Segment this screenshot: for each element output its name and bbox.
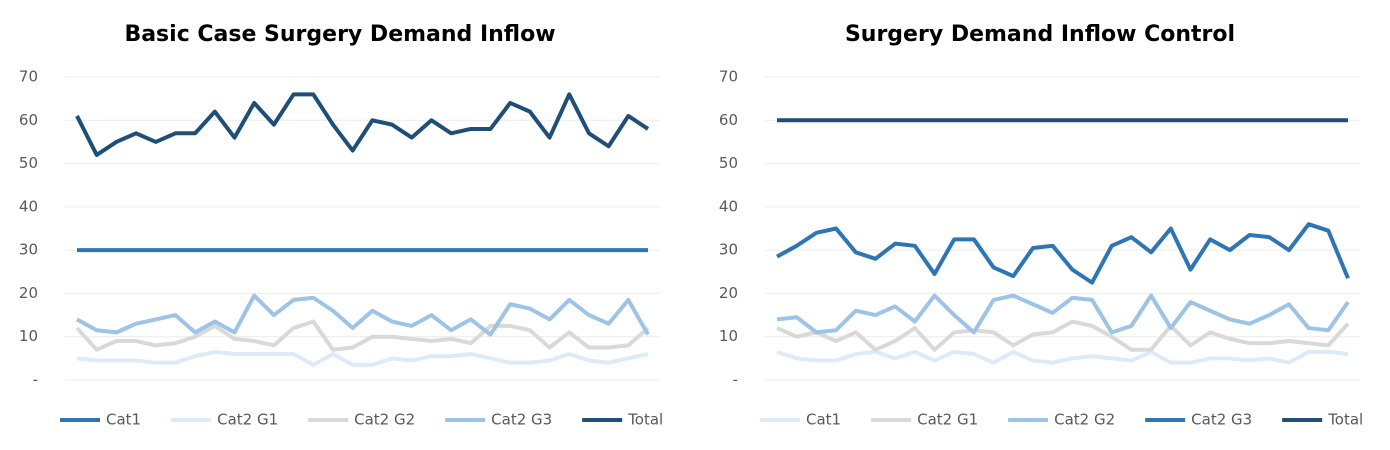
y-tick-label: -: [733, 371, 738, 389]
y-tick-label: 50: [719, 154, 738, 172]
series-line: [776, 293, 1350, 335]
legend-label: Cat2 G3: [491, 411, 552, 429]
y-tick-label: 30: [719, 241, 738, 259]
y-tick-label: 50: [19, 154, 38, 172]
y-tick-label: 70: [719, 68, 738, 86]
y-tick-label: -: [33, 371, 38, 389]
legend-label: Cat1: [806, 411, 841, 429]
legend-label: Cat2 G3: [1191, 411, 1252, 429]
legend-label: Total: [627, 411, 663, 429]
series-line: [75, 92, 650, 157]
y-tick-label: 10: [719, 327, 738, 345]
series-line: [776, 349, 1349, 365]
series-line: [776, 222, 1350, 285]
series-line: [76, 293, 650, 337]
y-tick-label: 10: [19, 327, 38, 345]
legend-label: Cat1: [106, 411, 141, 429]
y-tick-label: 70: [19, 68, 38, 86]
y-tick-label: 20: [719, 284, 738, 302]
legend-label: Cat2 G2: [1054, 411, 1115, 429]
chart-title: Basic Case Surgery Demand Inflow: [124, 22, 555, 47]
y-tick-label: 20: [19, 284, 38, 302]
series-line: [776, 319, 1350, 352]
y-tick-label: 40: [719, 197, 738, 215]
y-tick-label: 30: [19, 241, 38, 259]
legend-label: Total: [1327, 411, 1363, 429]
legend-label: Cat2 G2: [354, 411, 415, 429]
y-tick-label: 40: [19, 197, 38, 215]
series-line: [76, 349, 649, 367]
series-line: [75, 319, 650, 352]
y-tick-label: 60: [719, 111, 738, 129]
legend-label: Cat2 G1: [917, 411, 978, 429]
legend-label: Cat2 G1: [217, 411, 278, 429]
y-tick-label: 60: [19, 111, 38, 129]
chart-title: Surgery Demand Inflow Control: [845, 22, 1235, 47]
